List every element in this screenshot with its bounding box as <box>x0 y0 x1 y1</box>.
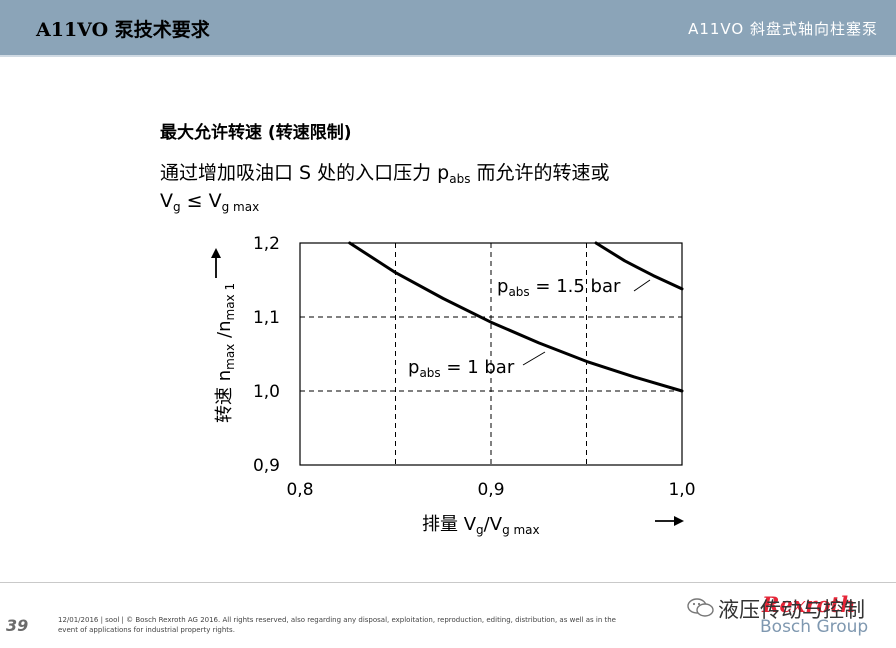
header-bar: A11VO 泵技术要求 A11VO 斜盘式轴向柱塞泵 <box>0 0 896 55</box>
series-2-label: pabs = 1.5 bar <box>497 276 621 299</box>
footer-divider <box>0 582 896 583</box>
y-tick-label: 1,1 <box>253 308 280 328</box>
description-line-1: 通过增加吸油口 S 处的入口压力 pabs 而允许的转速或 <box>160 158 610 186</box>
y-tick-label: 1,2 <box>253 234 280 254</box>
x-tick-label: 0,9 <box>477 480 504 500</box>
chart-grid <box>300 243 682 465</box>
desc2-op: ≤ V <box>180 190 222 212</box>
x-tick-label: 1,0 <box>668 480 695 500</box>
watermark-text: 液压传动与控制 <box>718 598 865 622</box>
rexroth-logo: Rexroth <box>762 592 856 617</box>
wechat-icon <box>687 598 714 617</box>
slide-title: 最大允许转速 (转速限制) <box>160 123 352 143</box>
legal-line-2: event of applications for industrial pro… <box>58 626 235 634</box>
header-divider <box>0 55 896 57</box>
y-axis-label: 转速 nmax /nmax 1 <box>214 283 237 423</box>
desc2-v-sub: g <box>173 200 181 214</box>
y-tick-label: 1,0 <box>253 382 280 402</box>
chart-series <box>348 241 684 393</box>
x-axis-arrow <box>655 516 684 526</box>
plot-frame <box>299 242 683 466</box>
series-line-1 <box>348 241 684 393</box>
speed-limit-chart: 0,8 0,9 1,0 0,9 1,0 1,1 1,2 pabs = 1 bar pabs … <box>211 234 696 537</box>
series-line-2 <box>594 241 684 291</box>
desc-suffix: 而允许的转速或 <box>470 162 610 184</box>
series-2-leader <box>633 279 651 292</box>
x-tick-label: 0,8 <box>286 480 313 500</box>
y-axis-arrow <box>211 248 221 278</box>
y-tick-label: 0,9 <box>253 456 280 476</box>
legal-line-1: 12/01/2016 | sool | © Bosch Rexroth AG 2… <box>58 616 616 624</box>
x-axis-label: 排量 Vg/Vg max <box>422 514 540 537</box>
description-line-2: Vg ≤ Vg max <box>160 190 259 214</box>
desc2-v: V <box>160 190 173 212</box>
bosch-group-text: Bosch Group <box>760 617 869 637</box>
chart-ticks: 0,8 0,9 1,0 0,9 1,0 1,1 1,2 <box>253 234 696 500</box>
header-right-title: A11VO 斜盘式轴向柱塞泵 <box>688 20 878 38</box>
series-1-leader <box>522 351 546 366</box>
desc2-vmax-sub: g max <box>221 200 260 214</box>
header-left-title: A11VO 泵技术要求 <box>36 19 210 41</box>
desc-prefix: 通过增加吸油口 S 处的入口压力 p <box>160 162 450 184</box>
legal-notice: 12/01/2016 | sool | © Bosch Rexroth AG 2… <box>58 615 698 635</box>
series-1-label: pabs = 1 bar <box>408 357 515 380</box>
page-number: 39 <box>6 616 29 635</box>
desc-subscript: abs <box>449 172 471 186</box>
